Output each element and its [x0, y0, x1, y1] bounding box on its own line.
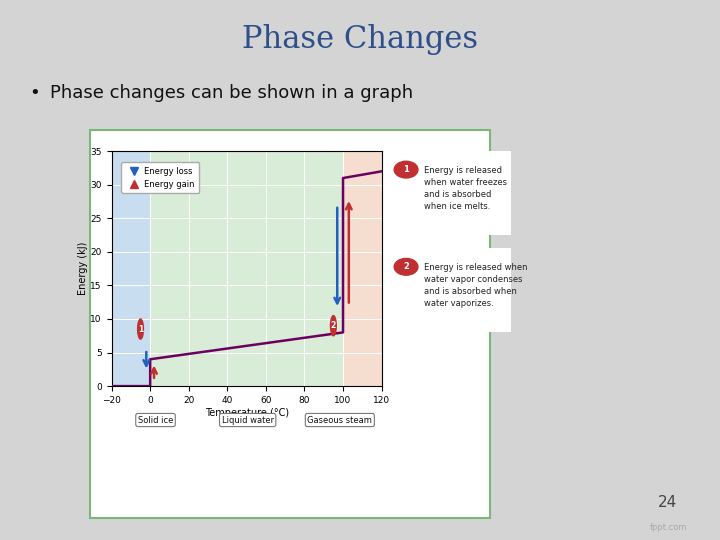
- Text: 2: 2: [403, 262, 409, 271]
- Y-axis label: Energy (kJ): Energy (kJ): [78, 242, 88, 295]
- Text: Changes of State for Water: Changes of State for Water: [161, 138, 332, 149]
- Circle shape: [394, 259, 418, 275]
- Text: Solid ice: Solid ice: [138, 416, 174, 424]
- Text: Phase Changes: Phase Changes: [242, 24, 478, 55]
- Bar: [112, 151, 150, 386]
- Text: Gaseous steam: Gaseous steam: [307, 416, 372, 424]
- Bar: [343, 151, 382, 386]
- Text: fppt.com: fppt.com: [650, 523, 688, 532]
- X-axis label: Temperature (°C): Temperature (°C): [204, 408, 289, 417]
- Legend: Energy loss, Energy gain: Energy loss, Energy gain: [121, 163, 199, 193]
- Text: Energy is released
when water freezes
and is absorbed
when ice melts.: Energy is released when water freezes an…: [425, 166, 508, 211]
- Text: •: •: [29, 84, 40, 102]
- Circle shape: [330, 315, 336, 336]
- Text: 1: 1: [138, 325, 143, 334]
- Text: Phase changes can be shown in a graph: Phase changes can be shown in a graph: [50, 84, 413, 102]
- Text: Energy is released when
water vapor condenses
and is absorbed when
water vaporiz: Energy is released when water vapor cond…: [425, 264, 528, 308]
- Text: 24: 24: [657, 495, 677, 510]
- FancyBboxPatch shape: [389, 246, 515, 335]
- Circle shape: [394, 161, 418, 178]
- Text: Liquid water: Liquid water: [222, 416, 274, 424]
- Text: 1: 1: [403, 165, 409, 174]
- Circle shape: [138, 319, 143, 339]
- Bar: [150, 151, 343, 386]
- Text: 2: 2: [330, 321, 336, 330]
- FancyBboxPatch shape: [389, 148, 515, 238]
